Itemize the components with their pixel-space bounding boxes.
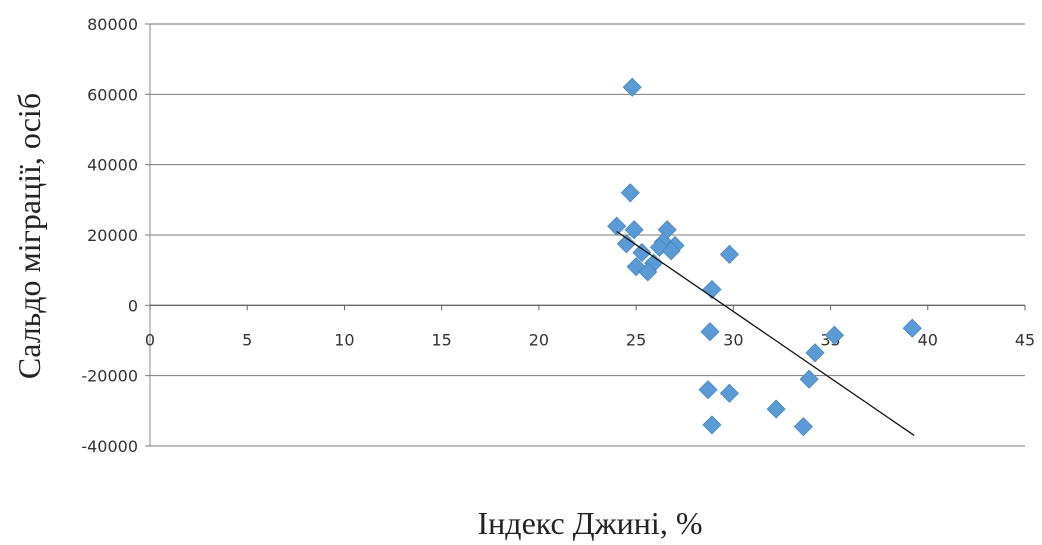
y-tick-label: 20000 (87, 226, 138, 245)
data-point (805, 343, 825, 363)
gridlines (150, 23, 1025, 447)
data-point (616, 234, 636, 254)
data-point (622, 77, 642, 97)
data-point (824, 325, 845, 345)
y-tick-label: 80000 (87, 15, 138, 34)
data-point (632, 243, 652, 263)
data-point (902, 318, 922, 338)
x-tick-label: 10 (334, 330, 354, 349)
y-tick-label: 60000 (87, 85, 138, 104)
y-tick-label: -40000 (81, 437, 138, 456)
data-point (661, 241, 681, 261)
data-point (620, 183, 640, 203)
data-point (702, 279, 722, 300)
data-point (700, 322, 720, 342)
x-tick-label: 30 (723, 330, 743, 349)
y-tick-label: 0 (128, 296, 138, 315)
data-point (766, 399, 786, 419)
data-point (799, 369, 819, 389)
x-tick-label: 40 (918, 330, 938, 349)
data-point (702, 415, 722, 435)
data-point (719, 383, 740, 403)
data-point (638, 262, 658, 282)
data-point (793, 417, 813, 437)
x-tick-labels: 051015202530354045 (145, 305, 1035, 349)
x-tick-label: 45 (1015, 330, 1035, 349)
x-tick-label: 0 (145, 330, 155, 349)
data-point (624, 220, 644, 240)
x-tick-label: 5 (242, 330, 252, 349)
x-tick-label: 20 (529, 330, 549, 349)
data-points (607, 77, 922, 437)
x-tick-label: 25 (626, 330, 646, 349)
trend-line (616, 230, 915, 436)
y-tick-labels: -40000 -20000 0 20000 40000 60000 80000 (81, 15, 150, 456)
x-tick-label: 15 (431, 330, 451, 349)
y-tick-label: -20000 (81, 367, 138, 386)
y-axis-title: Сальдо міграції, осіб (11, 93, 47, 379)
y-tick-label: 40000 (87, 156, 138, 175)
data-point (698, 380, 718, 400)
data-point (607, 216, 627, 236)
x-axis-title: Індекс Джині, % (478, 505, 703, 541)
data-point (719, 244, 740, 264)
